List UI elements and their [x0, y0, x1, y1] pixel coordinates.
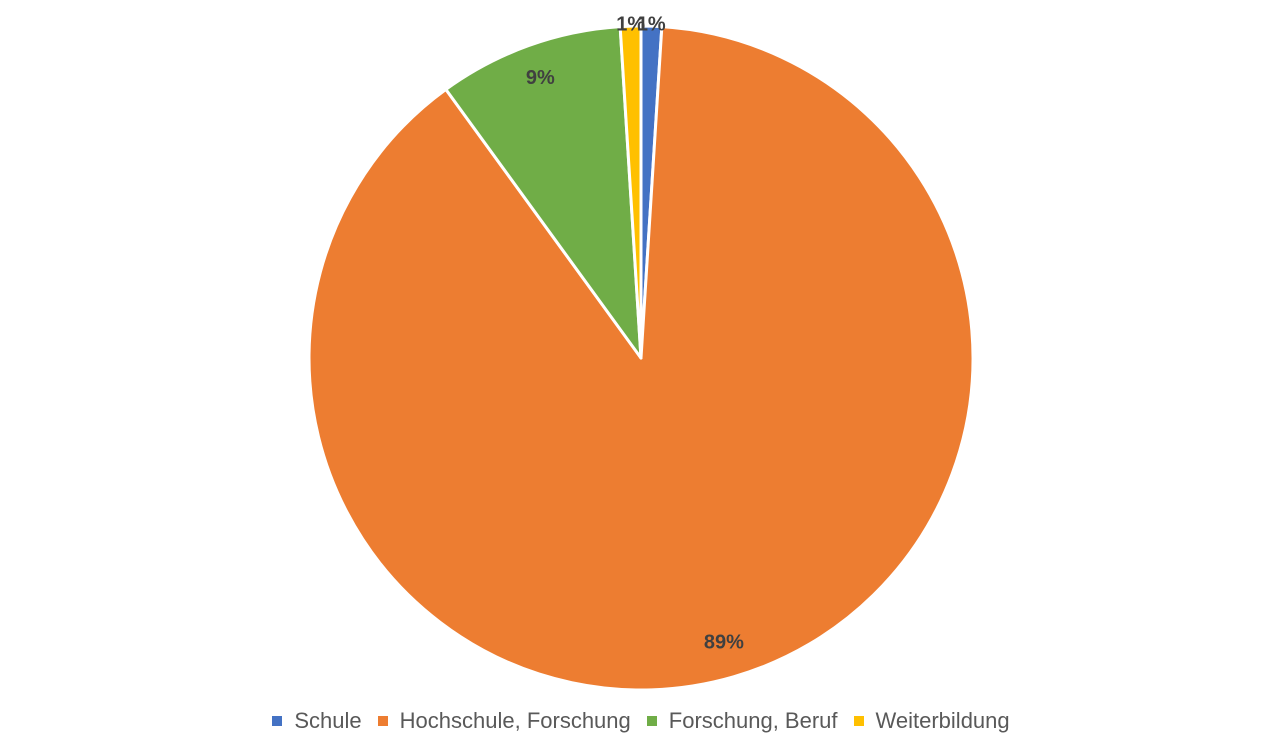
legend-label-schule: Schule	[294, 708, 362, 733]
data-label-weiterbildung: 1%	[616, 13, 645, 35]
legend-item-schule: Schule	[272, 708, 362, 734]
data-label-schule: 1%	[637, 13, 666, 35]
legend-label-forschung-beruf: Forschung, Beruf	[668, 708, 838, 733]
pie-slices	[307, 24, 975, 692]
legend-swatch-forschung-beruf	[646, 716, 657, 726]
legend-swatch-hochschule-forschung	[377, 716, 388, 726]
legend-item-weiterbildung: Weiterbildung	[853, 708, 1010, 734]
legend-label-hochschule-forschung: Hochschule, Forschung	[399, 708, 631, 733]
pie-data-labels: 1% 89% 9% 1%	[526, 13, 744, 653]
legend-swatch-schule	[272, 716, 283, 726]
chart-legend: Schule Hochschule, Forschung Forschung, …	[0, 708, 1282, 734]
legend-item-forschung-beruf: Forschung, Beruf	[646, 708, 838, 734]
data-label-forschung-beruf: 9%	[526, 67, 555, 89]
legend-item-hochschule-forschung: Hochschule, Forschung	[377, 708, 631, 734]
pie-slice-forschung-beruf	[444, 25, 643, 360]
legend-label-weiterbildung: Weiterbildung	[875, 708, 1010, 733]
legend-swatch-weiterbildung	[853, 716, 864, 726]
pie-slice-weiterbildung	[618, 24, 643, 360]
data-label-hochschule-forschung: 89%	[704, 631, 744, 653]
